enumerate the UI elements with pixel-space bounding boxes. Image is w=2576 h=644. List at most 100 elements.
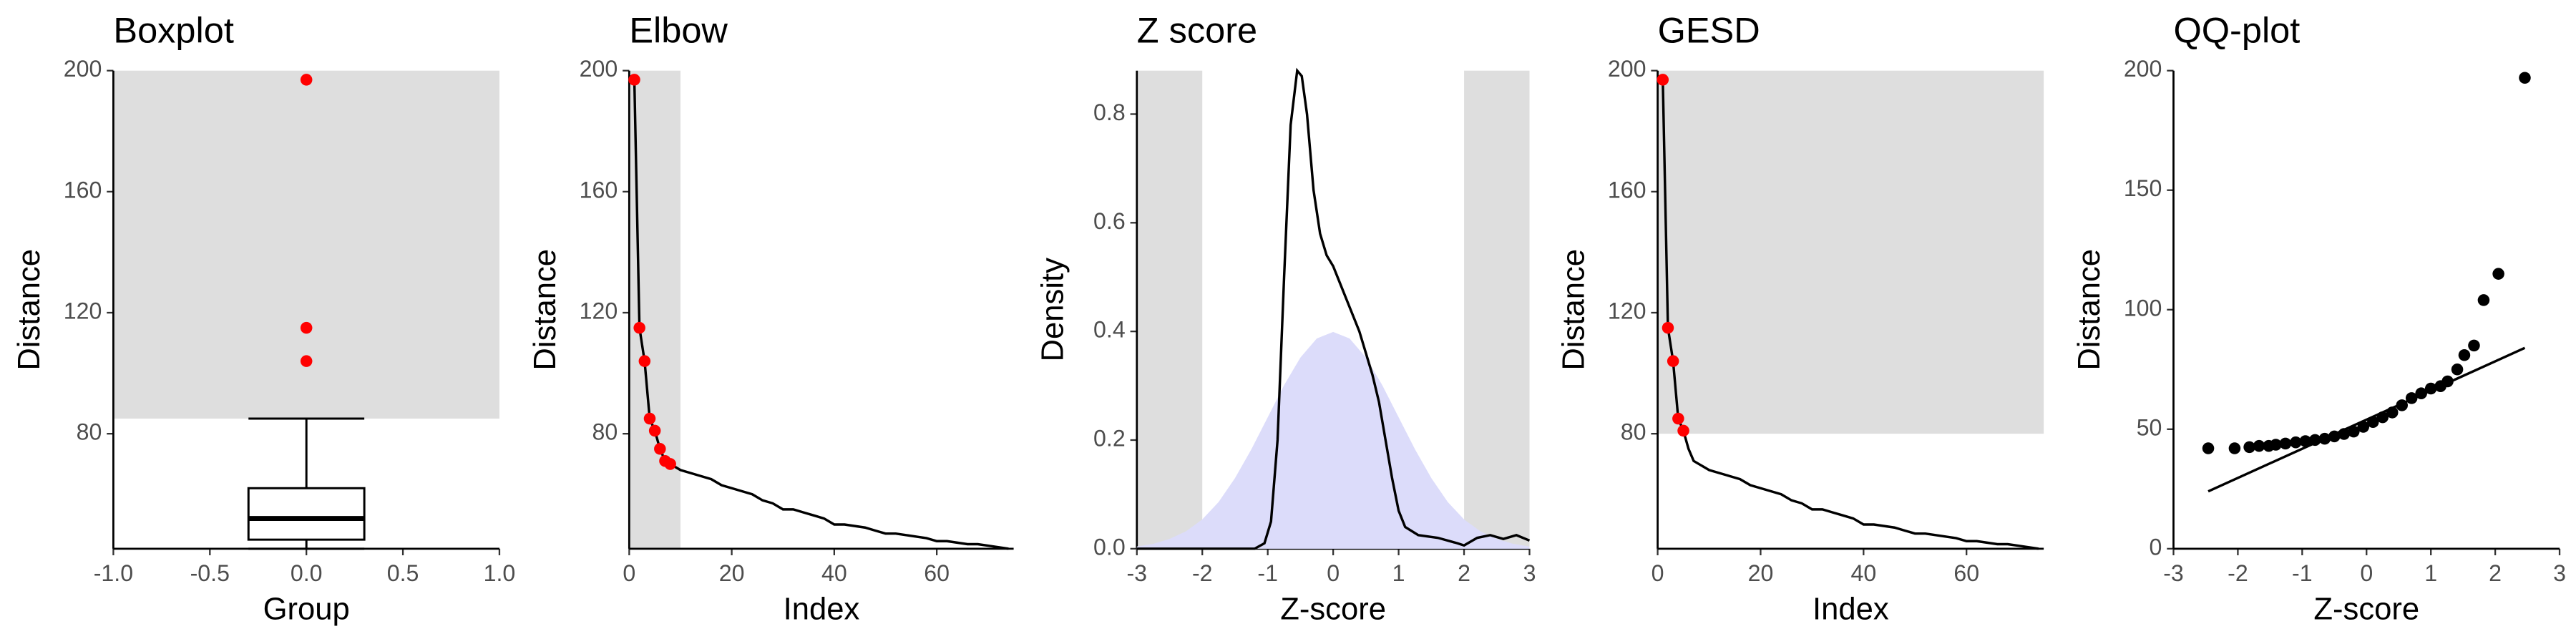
x-tick-label: 0 [1327,560,1340,586]
y-tick-label: 0 [2150,534,2162,560]
point [2424,382,2437,395]
y-axis-label: Distance [2072,249,2107,371]
point [1672,412,1684,425]
x-tick-label: 3 [1523,560,1536,586]
point [2338,428,2351,440]
point [2451,364,2464,376]
point [2386,406,2399,419]
point [2396,399,2408,411]
x-axis-label: Group [263,592,350,627]
point [300,355,313,367]
point [1667,355,1679,367]
y-tick-label: 50 [2137,414,2162,440]
point [2253,439,2265,452]
y-tick-label: 0.2 [1093,425,1126,451]
x-tick-label: 60 [1953,560,1979,586]
chart-title: Elbow [629,9,728,50]
x-tick-label: 20 [719,560,745,586]
point [2376,411,2389,424]
y-tick-label: 200 [2124,56,2162,82]
y-axis-label: Distance [528,249,562,371]
x-tick-label: -1 [2292,560,2313,586]
x-tick-label: -3 [1126,560,1147,586]
reference-area [1136,331,1530,549]
point [2202,442,2215,454]
y-tick-label: 160 [580,177,618,203]
x-tick-label: 40 [821,560,847,586]
point [2405,392,2418,404]
point [2279,437,2292,450]
point [1662,321,1674,334]
line [1662,79,2039,550]
x-tick-label: 1.0 [484,560,516,586]
x-axis-label: Index [1813,592,1889,627]
panel: Z score Z-score Density -3 -2 -1 0 1 2 3 0.0 0.2 0.4… [1035,9,1536,626]
y-tick-label: 150 [2124,175,2162,201]
panel: Boxplot Group Distance -1.0 -0.5 0.0 0.5 1.0 80 1… [12,9,515,626]
y-tick-label: 200 [580,56,618,82]
point [1657,74,1669,86]
chart-title: QQ-plot [2174,9,2301,50]
point [2243,441,2255,454]
panel: QQ-plot Z-score Distance -3 -2 -1 0 1 2 3 0 50 100 15… [2072,9,2566,626]
point [300,74,313,86]
point [2519,72,2531,84]
y-tick-label: 200 [1608,56,1646,82]
x-tick-label: 2 [1458,560,1470,586]
y-axis-label: Distance [12,249,47,371]
y-tick-label: 160 [64,177,102,203]
point [2318,432,2331,445]
point [1677,424,1689,437]
shaded-region [1464,70,1530,549]
point [2299,435,2312,447]
x-tick-label: 3 [2553,560,2566,586]
x-tick-label: 0 [2360,560,2373,586]
y-tick-label: 80 [1621,419,1646,445]
y-axis-label: Distance [1556,249,1591,371]
y-tick-label: 120 [1608,298,1646,323]
x-tick-label: 0.5 [387,560,419,586]
x-tick-label: 1 [1392,560,1405,586]
x-tick-label: 2 [2489,560,2502,586]
y-tick-label: 0.0 [1093,534,1126,560]
point [648,424,661,437]
panel: Elbow Index Distance 0 20 40 60 80 120 160 200 [528,9,1014,627]
point [2228,442,2241,454]
x-tick-label: 1 [2424,560,2437,586]
x-tick-label: 40 [1850,560,1876,586]
x-tick-label: -2 [2228,560,2248,586]
point [628,74,640,86]
x-tick-label: -1 [1257,560,1278,586]
point [2328,430,2341,443]
shaded-region [629,70,680,549]
point [2441,375,2454,388]
shaded-region [1657,70,2044,434]
x-tick-label: -2 [1192,560,1213,586]
shaded-region [1136,70,1203,549]
x-tick-label: -1.0 [94,560,133,586]
line [2207,346,2526,493]
line [1136,67,1531,550]
point [2492,268,2504,280]
point [2270,439,2282,451]
x-tick-label: 0.0 [291,560,323,586]
point [2348,425,2360,438]
point [2468,339,2480,352]
y-tick-label: 80 [77,419,102,445]
point [2458,348,2471,361]
panel: GESD Index Distance 0 20 40 60 80 120 160 200 [1556,9,2044,627]
point [2290,436,2302,449]
line [633,79,1009,550]
y-tick-label: 0.4 [1093,317,1126,343]
point [2357,421,2370,433]
y-tick-label: 120 [580,298,618,323]
point [664,458,676,470]
chart-title: GESD [1658,9,1760,50]
x-tick-label: -0.5 [190,560,230,586]
y-tick-label: 200 [64,56,102,82]
chart-title: Z score [1137,9,1257,50]
x-axis-label: Z-score [1280,592,1386,627]
point [2415,387,2427,399]
